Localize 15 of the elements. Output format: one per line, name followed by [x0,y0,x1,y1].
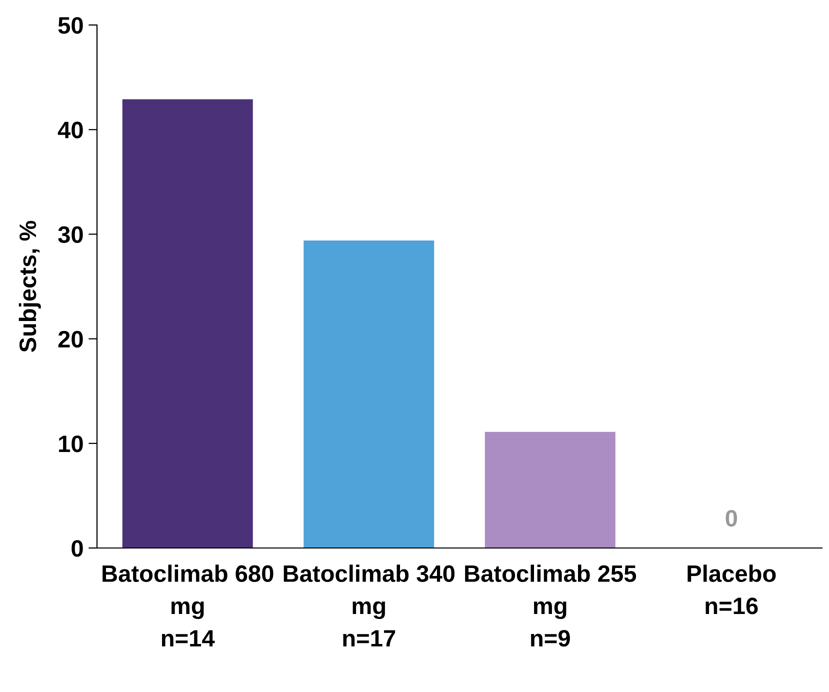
y-tick-label: 20 [58,330,83,348]
y-tick-label: 50 [58,17,83,34]
x-tick-label: Batoclimab 255 mg n=9 [465,564,636,647]
y-axis-title: Subjects, % [18,220,41,352]
bar [304,240,434,548]
x-tick-label: Batoclimab 680 mg n=14 [102,564,274,646]
y-tick-label: 30 [58,226,83,244]
y-tick-label: 40 [58,122,83,138]
data-label: 0 [726,510,737,527]
y-tick-label: 10 [59,435,83,452]
bar [122,99,253,548]
x-tick-label: Batoclimab 340 mg n=17 [284,564,455,646]
y-tick-label: 0 [72,540,83,557]
bar [484,432,616,548]
x-tick-label: Placebo n=16 [688,564,776,614]
